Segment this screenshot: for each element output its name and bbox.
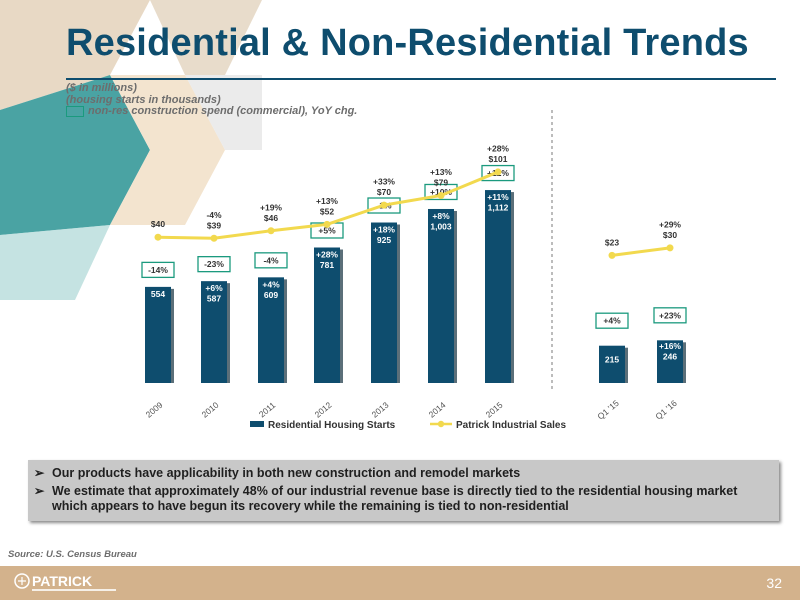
- bullet-panel: ➢ Our products have applicability in bot…: [28, 460, 779, 521]
- line-value-label: +28% $101: [487, 143, 509, 164]
- legend-label: Patrick Industrial Sales: [456, 420, 566, 431]
- nonres-yoy-label: -4%: [263, 255, 279, 265]
- bar-value-label: +8% 1,003: [430, 211, 452, 232]
- nonres-yoy-label: -23%: [204, 259, 224, 269]
- line-point: [210, 234, 218, 242]
- bar-housing-starts: [599, 345, 625, 383]
- line-industrial-sales-quarterly: [611, 246, 671, 257]
- patrick-logo: PATRICK: [14, 573, 116, 591]
- bar-value-label: +28% 781: [316, 249, 338, 270]
- nonres-yoy-label: -14%: [148, 265, 168, 275]
- line-point: [380, 201, 388, 209]
- arrow-bullet-icon: ➢: [34, 484, 45, 498]
- logo-wordmark: PATRICK: [32, 573, 92, 589]
- x-tick-label: 2015: [484, 400, 505, 420]
- source-note: Source: U.S. Census Bureau: [8, 549, 137, 560]
- x-tick-label: 2010: [200, 400, 221, 420]
- bar-housing-starts: [371, 222, 397, 383]
- bar-housing-starts: [145, 286, 171, 383]
- bar-housing-starts: [428, 208, 454, 383]
- nonres-yoy-box: [595, 312, 629, 329]
- page-title: Residential & Non-Residential Trends: [66, 22, 749, 64]
- line-point: [666, 244, 674, 252]
- nonres-yoy-box: [197, 256, 231, 273]
- nonres-yoy-label: +23%: [659, 310, 681, 320]
- bullet-text: Our products have applicability in both …: [52, 466, 521, 480]
- bar-value-label: +18% 925: [373, 225, 395, 246]
- bar-value-label: +16% 246: [659, 341, 681, 362]
- line-point: [267, 227, 275, 235]
- bullet-item: ➢ We estimate that approximately 48% of …: [34, 484, 772, 514]
- line-value-label: +19% $46: [260, 202, 282, 223]
- line-point: [323, 220, 331, 228]
- x-tick-label: 2011: [257, 400, 278, 420]
- bar-housing-starts: [485, 190, 511, 383]
- legend-bar-swatch: [250, 421, 264, 427]
- bar-value-label: 554: [151, 289, 165, 299]
- footer-bar: PATRICK 32: [0, 566, 800, 600]
- bar-housing-starts: [258, 277, 284, 383]
- nonres-yoy-label: +5%: [318, 225, 336, 235]
- nonres-yoy-label: +4%: [603, 316, 621, 326]
- x-tick-label: Q1 '15: [595, 398, 621, 422]
- bar-value-label: +6% 587: [205, 283, 223, 304]
- bar-value-label: 215: [605, 354, 619, 364]
- line-value-label: $40: [151, 219, 165, 229]
- line-value-label: -4% $39: [206, 210, 222, 231]
- line-point: [437, 191, 445, 199]
- line-value-label: +13% $79: [430, 167, 452, 188]
- x-tick-label: 2013: [370, 400, 391, 420]
- line-value-label: +33% $70: [373, 177, 395, 198]
- nonres-legend-box: [66, 106, 84, 117]
- line-point: [154, 233, 162, 241]
- bar-housing-starts: [657, 340, 683, 383]
- line-value-label: +13% $52: [316, 196, 338, 217]
- page-number: 32: [766, 575, 782, 591]
- line-point: [608, 251, 616, 259]
- x-tick-label: 2014: [427, 400, 448, 420]
- bar-housing-starts: [201, 281, 227, 383]
- nonres-yoy-box: [254, 252, 288, 269]
- nonres-yoy-box: [141, 261, 175, 279]
- bar-value-label: +11% 1,112: [487, 192, 509, 213]
- nonres-legend-text: non-res construction spend (commercial),…: [88, 105, 358, 117]
- x-tick-label: 2009: [144, 400, 165, 420]
- line-point: [494, 168, 502, 176]
- chart: 554 +6% 587 +4% 609 +28% 781 +18% 925 +8% 1,003 +11…: [141, 110, 687, 431]
- x-tick-label: 2012: [313, 400, 334, 420]
- arrow-bullet-icon: ➢: [34, 466, 45, 480]
- line-value-label: $23: [605, 237, 619, 247]
- bullet-item: ➢ Our products have applicability in bot…: [34, 466, 521, 481]
- line-value-label: +29% $30: [659, 219, 681, 240]
- bar-value-label: +4% 609: [262, 279, 280, 300]
- x-tick-label: Q1 '16: [653, 398, 679, 422]
- units-note-dollars: ($ in millions): [66, 82, 137, 94]
- bar-housing-starts: [314, 247, 340, 383]
- legend-label: Residential Housing Starts: [268, 420, 396, 431]
- nonres-yoy-box: [653, 307, 687, 324]
- title-rule: [66, 78, 776, 80]
- bullet-text: We estimate that approximately 48% of ou…: [52, 484, 738, 513]
- legend-line-marker: [437, 420, 445, 428]
- units-note-housing: (housing starts in thousands): [66, 94, 221, 106]
